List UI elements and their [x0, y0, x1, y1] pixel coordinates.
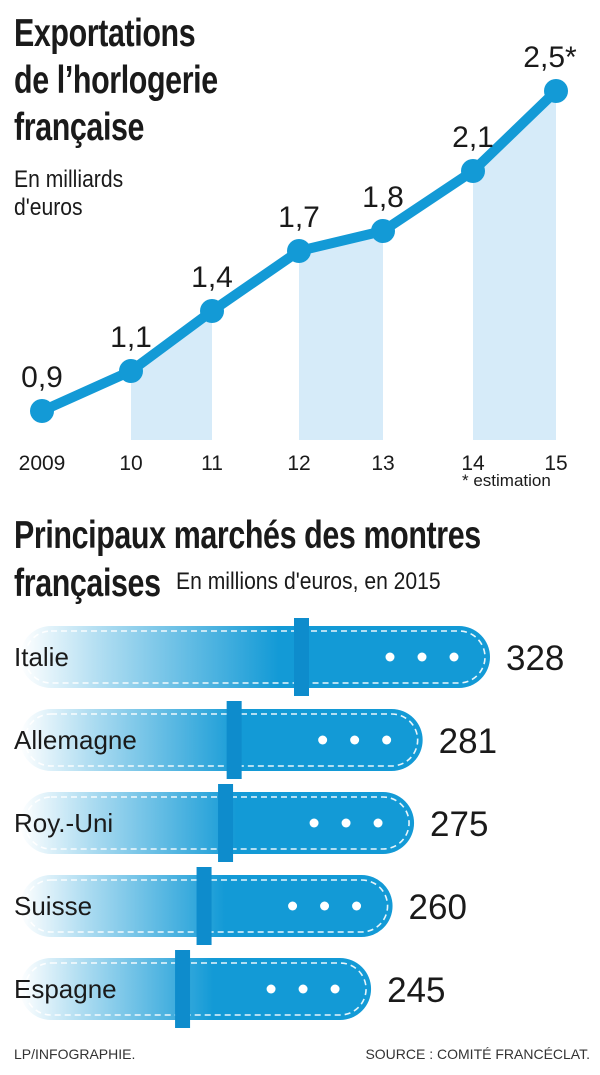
shaded-area: [299, 231, 383, 440]
strap-hole: [288, 901, 298, 911]
strap-hole: [417, 652, 427, 662]
value-label: 281: [439, 722, 497, 761]
x-tick-label: 10: [119, 452, 142, 475]
chart1-subtitle: En milliards d'euros: [14, 166, 123, 222]
category-label: Espagne: [14, 974, 117, 1004]
data-point: [371, 219, 395, 243]
category-label: Allemagne: [14, 725, 137, 755]
value-label: 260: [409, 888, 467, 927]
chart1-title-line: de l’horlogerie: [14, 59, 218, 102]
data-point: [544, 79, 568, 103]
chart2-title-line: Principaux marchés des montres: [14, 514, 481, 557]
credit-text: LP/INFOGRAPHIE.: [14, 1046, 136, 1062]
chart2-subtitle: En millions d'euros, en 2015: [176, 568, 441, 595]
bar: [20, 958, 372, 1020]
chart1-title-line: française: [14, 106, 145, 149]
data-label: 1,4: [191, 261, 233, 294]
chart1-title-line: Exportations: [14, 12, 196, 55]
data-point: [30, 399, 54, 423]
chart2-title: Principaux marchés des montres française…: [14, 512, 481, 608]
x-tick-label: 15: [544, 452, 567, 475]
x-tick-label: 12: [287, 452, 310, 475]
strap-keeper: [294, 618, 309, 696]
x-tick-label: 14: [461, 452, 485, 475]
bar-row: [20, 701, 423, 779]
data-label: 2,1: [452, 121, 494, 154]
chart2-title-line: françaises: [14, 562, 161, 605]
category-label: Suisse: [14, 891, 92, 921]
export-line-chart: 0,9 1,1 1,4 1,7 1,8 2,1 2,5* 2009 10 11 12 13 14 15: [19, 41, 577, 475]
bar-row: [20, 618, 490, 696]
strap-hole: [309, 818, 319, 828]
strap-hole: [352, 901, 362, 911]
bar-row: [20, 784, 415, 862]
strap-hole: [449, 652, 459, 662]
category-label: Italie: [14, 642, 69, 672]
bar: [20, 709, 423, 771]
data-label: 2,5*: [523, 41, 577, 74]
chart1-subtitle-line: En milliards: [14, 166, 124, 193]
x-tick-label: 13: [371, 452, 394, 475]
data-label: 1,7: [278, 201, 320, 234]
data-label: 1,1: [110, 321, 152, 354]
shaded-area: [131, 311, 212, 440]
x-tick-label: 11: [201, 452, 223, 475]
category-label: Roy.-Uni: [14, 808, 113, 838]
strap-hole: [298, 984, 308, 994]
data-label: 1,8: [362, 181, 404, 214]
strap-hole: [385, 652, 395, 662]
strap-stitching: [24, 630, 486, 684]
value-label: 275: [430, 805, 488, 844]
value-label: 245: [387, 971, 445, 1010]
source-text: SOURCE : COMITÉ FRANCÉCLAT.: [365, 1046, 590, 1062]
strap-hole: [320, 901, 330, 911]
data-point: [461, 159, 485, 183]
bar-row: [20, 867, 393, 945]
strap-hole: [373, 818, 383, 828]
data-point: [200, 299, 224, 323]
strap-stitching: [24, 713, 419, 767]
data-label: 0,9: [21, 361, 63, 394]
chart1-title: Exportations de l’horlogerie française: [14, 10, 218, 151]
value-label: 328: [506, 639, 564, 678]
strap-keeper: [218, 784, 234, 862]
bar-row: [20, 950, 372, 1028]
strap-stitching: [24, 796, 410, 850]
strap-stitching: [24, 962, 367, 1016]
bar: [20, 792, 415, 854]
strap-keeper: [226, 701, 242, 779]
x-tick-label: 2009: [19, 452, 66, 475]
strap-hole: [350, 735, 360, 745]
bar: [20, 626, 490, 688]
estimation-note: * estimation: [462, 471, 551, 490]
strap-hole: [330, 984, 340, 994]
chart1-subtitle-line: d'euros: [14, 194, 83, 221]
strap-hole: [266, 984, 276, 994]
strap-hole: [318, 735, 328, 745]
shaded-area: [473, 91, 556, 440]
strap-keeper: [196, 867, 212, 945]
strap-hole: [341, 818, 351, 828]
markets-bar-chart: Italie 328 Allemagne 281 Roy.-Uni 275 Suisse 26…: [14, 618, 564, 1028]
strap-keeper: [175, 950, 191, 1028]
data-point: [119, 359, 143, 383]
data-point: [287, 239, 311, 263]
strap-hole: [382, 735, 392, 745]
